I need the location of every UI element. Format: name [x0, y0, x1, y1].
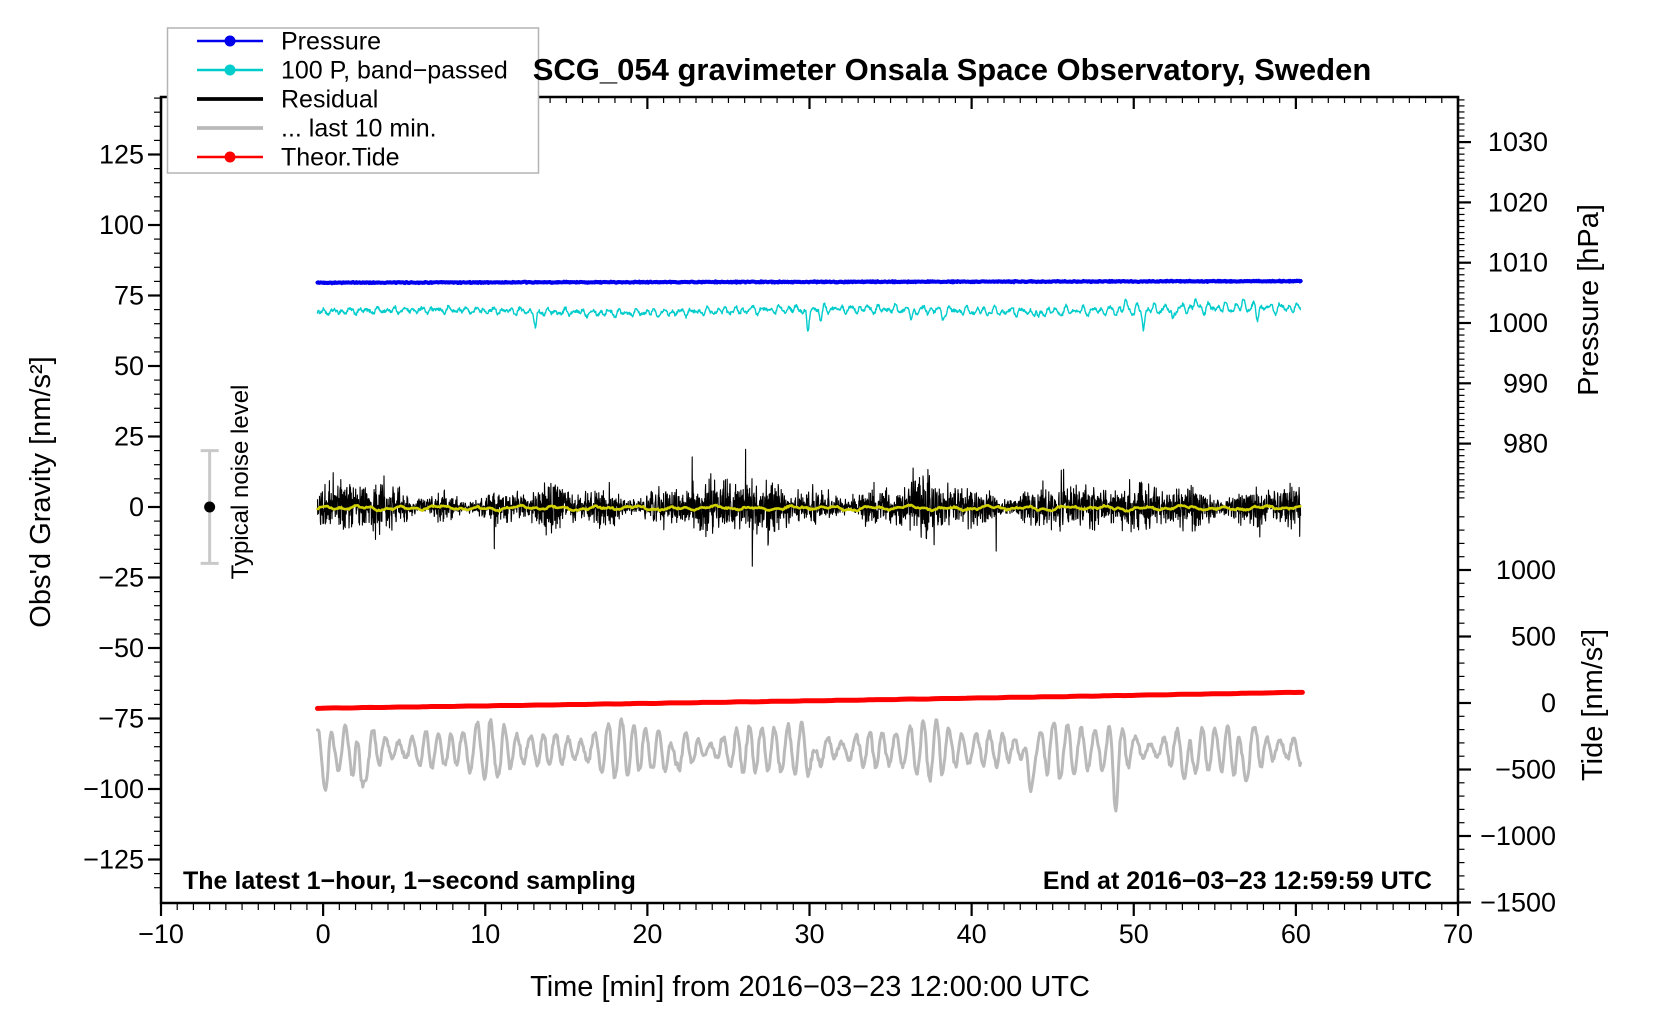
y-tick-label: 125: [99, 140, 144, 170]
noise-dot: [204, 501, 216, 513]
series-last10min: [316, 717, 1303, 813]
series-residual: [316, 448, 1302, 567]
pressure-tick-label: 1010: [1488, 248, 1548, 278]
y-tick-label: 0: [129, 492, 144, 522]
y-tick-label: 100: [99, 210, 144, 240]
legend-item-last10min: ... last 10 min.: [197, 115, 437, 143]
noise-errorbar-group: [200, 449, 219, 565]
legend-item-residual: Residual: [197, 86, 378, 114]
x-tick-label: 20: [632, 919, 662, 949]
noise-level-label: Typical noise level: [227, 385, 254, 580]
x-tick-label: 40: [957, 919, 987, 949]
pressure-tick-label: 1030: [1488, 127, 1548, 157]
tide-tick-label: 0: [1541, 688, 1556, 718]
tide-axis-label: Tide [nm/s²]: [1577, 629, 1609, 781]
pressure-axis-label: Pressure [hPa]: [1573, 204, 1605, 396]
pressure-tick-label: 990: [1503, 368, 1548, 398]
x-tick-label: 60: [1281, 919, 1311, 949]
pressure-tick-label: 1020: [1488, 187, 1548, 217]
y-tick-label: 25: [114, 422, 144, 452]
series-tide: [315, 689, 1305, 711]
x-tick-label: 0: [316, 919, 331, 949]
y-tick-label: 75: [114, 281, 144, 311]
legend-dot: [224, 64, 236, 76]
x-tick-label: −10: [138, 919, 184, 949]
plot-frame: [159, 95, 1460, 905]
legend-label: ... last 10 min.: [281, 115, 437, 143]
x-axis-label: Time [min] from 2016−03−23 12:00:00 UTC: [530, 971, 1090, 1003]
legend-item-pressure: Pressure: [197, 28, 381, 56]
x-tick-label: 50: [1119, 919, 1149, 949]
series-pressure: [315, 278, 1303, 286]
sampling-note: The latest 1−hour, 1−second sampling: [183, 867, 636, 895]
pressure-tick-label: 1000: [1488, 308, 1548, 338]
tide-tick-label: −500: [1495, 755, 1556, 785]
series-residual-smoothed: [316, 503, 1302, 513]
axis-ticks: −10 0 10 20 30 40 50 60 70−125−100−75−50−2502550…: [83, 97, 1556, 949]
x-tick-label: 30: [794, 919, 824, 949]
chart-title: SCG_054 gravimeter Onsala Space Observat…: [533, 52, 1372, 87]
tide-tick-label: 1000: [1496, 555, 1556, 585]
y-tick-label: −75: [98, 704, 144, 734]
pressure-tick-label: 980: [1503, 429, 1548, 459]
y-tick-label: −125: [83, 845, 144, 875]
tide-tick-label: 500: [1511, 622, 1556, 652]
end-note: End at 2016−03−23 12:59:59 UTC: [1043, 867, 1432, 895]
legend-item-tide: Theor.Tide: [197, 144, 400, 172]
x-tick-label: 70: [1443, 919, 1473, 949]
legend-label: Pressure: [281, 28, 381, 56]
y-tick-label: 50: [114, 351, 144, 381]
x-tick-label: 10: [470, 919, 500, 949]
data-traces: [315, 278, 1305, 813]
series-bandpassed: [316, 298, 1302, 332]
legend-label: Theor.Tide: [281, 144, 400, 172]
legend-dot: [224, 151, 236, 163]
legend-label: 100 P, band−passed: [281, 57, 508, 85]
y-left-axis-label: Obs'd Gravity [nm/s²]: [25, 356, 57, 627]
y-tick-label: −50: [98, 633, 144, 663]
y-tick-label: −100: [83, 774, 144, 804]
tide-tick-label: −1000: [1480, 821, 1556, 851]
legend-item-bandpassed: 100 P, band−passed: [197, 57, 508, 85]
legend-dot: [224, 35, 236, 47]
y-tick-label: −25: [98, 563, 144, 593]
legend-label: Residual: [281, 86, 378, 114]
tide-tick-label: −1500: [1480, 888, 1556, 918]
